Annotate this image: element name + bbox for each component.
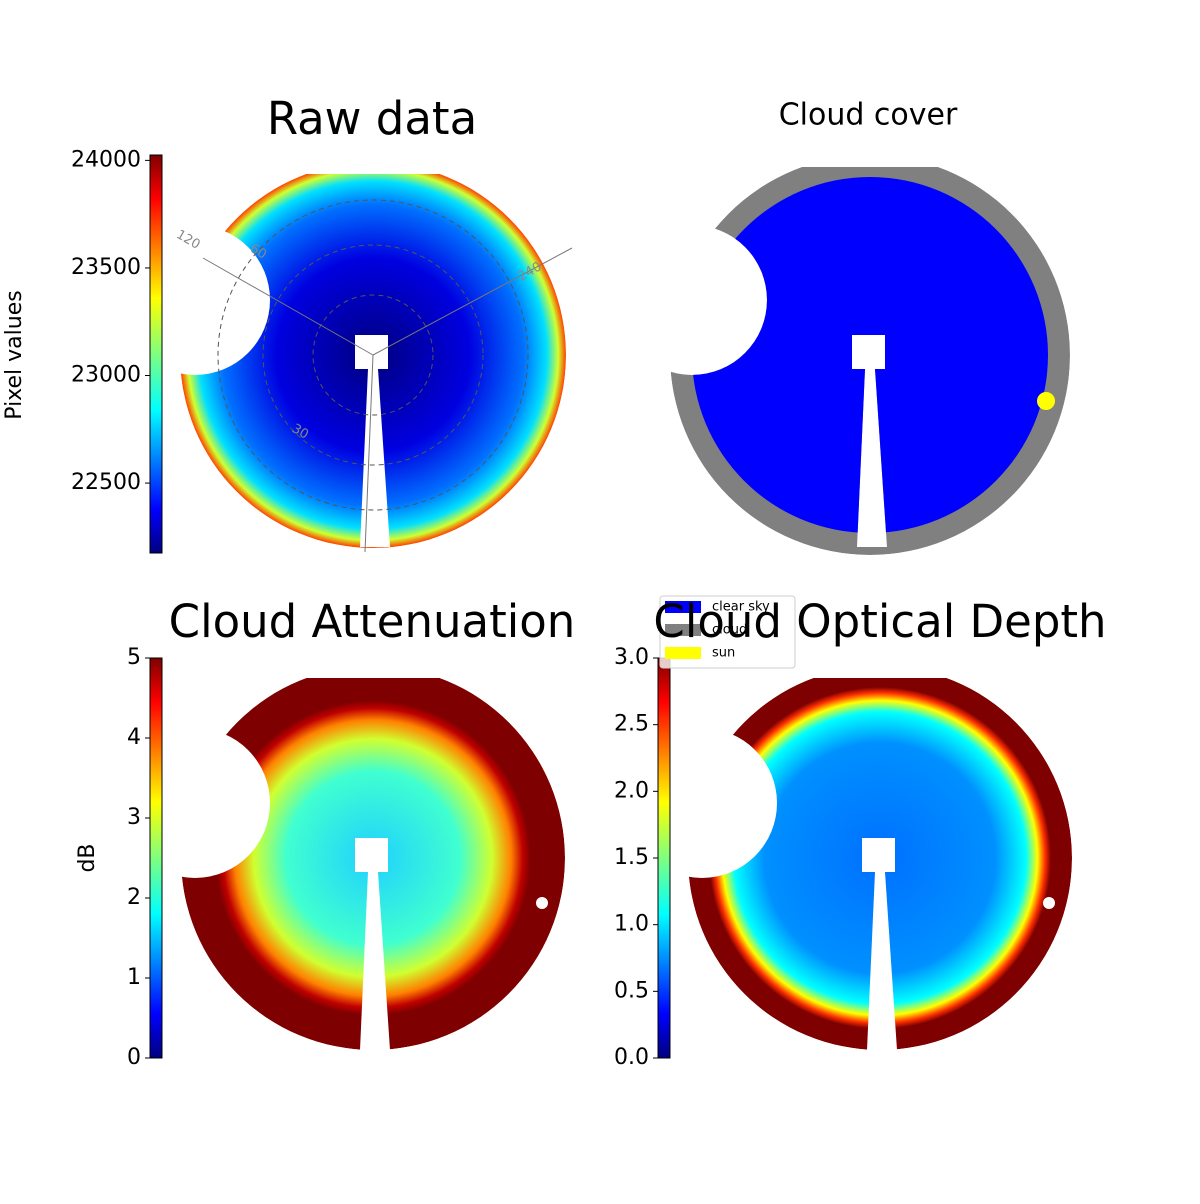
colorbar-tick-label: 2 <box>127 885 141 910</box>
panel-title: Raw data <box>267 92 477 145</box>
colorbar-tick-label: 3 <box>127 805 141 830</box>
polar-label: 120 <box>173 227 202 252</box>
legend-swatch <box>665 624 701 636</box>
colorbar-tick-label: 2.0 <box>614 778 649 803</box>
colorbar-tick-label: 1.5 <box>614 845 649 870</box>
colorbar-label: Pixel values <box>2 290 27 419</box>
colorbar-tick-label: 24000 <box>71 147 141 172</box>
sun-marker <box>1043 897 1055 909</box>
polar-label: 60 <box>247 241 269 262</box>
panel-title: Cloud Optical Depth <box>653 595 1106 648</box>
polar-axis <box>202 257 374 356</box>
sky-image <box>688 666 1072 1050</box>
polar-axis <box>372 247 573 356</box>
legend-swatch <box>665 647 701 659</box>
panel-title: Cloud cover <box>779 98 958 133</box>
colorbar-tick-label: 23000 <box>71 363 141 388</box>
polar-grid <box>262 244 484 466</box>
colorbar-tick-label: 0.0 <box>614 1045 649 1070</box>
polar-grid <box>217 199 529 511</box>
colorbar-tick-label: 1.0 <box>614 912 649 937</box>
colorbar-tick-label: 1 <box>127 965 141 990</box>
sun-marker <box>1037 392 1055 410</box>
polar-label: 30 <box>289 421 311 442</box>
colorbar-tick-label: 0.5 <box>614 978 649 1003</box>
legend-swatch <box>665 601 701 613</box>
panel-title: Cloud Attenuation <box>169 595 576 648</box>
colorbar-tick-label: 2.5 <box>614 712 649 737</box>
legend-label: sun <box>712 646 735 661</box>
colorbar-tick-label: 5 <box>127 645 141 670</box>
colorbar <box>149 657 163 1059</box>
polar-grid <box>312 294 434 416</box>
colorbar-tick-label: 22500 <box>71 470 141 495</box>
colorbar-tick-label: 4 <box>127 725 141 750</box>
polar-axis <box>364 354 374 553</box>
colorbar-tick-label: 3.0 <box>614 645 649 670</box>
colorbar <box>657 657 671 1059</box>
colorbar-label: dB <box>75 843 100 872</box>
colorbar-tick-label: 23500 <box>71 255 141 280</box>
legend-label: clear sky <box>712 600 770 615</box>
sky-image <box>181 666 565 1050</box>
colorbar <box>149 154 163 554</box>
sun-marker <box>536 897 548 909</box>
legend-label: cloud <box>712 623 747 638</box>
colorbar-tick-label: 0 <box>127 1045 141 1070</box>
clear-sky-region <box>692 177 1048 533</box>
